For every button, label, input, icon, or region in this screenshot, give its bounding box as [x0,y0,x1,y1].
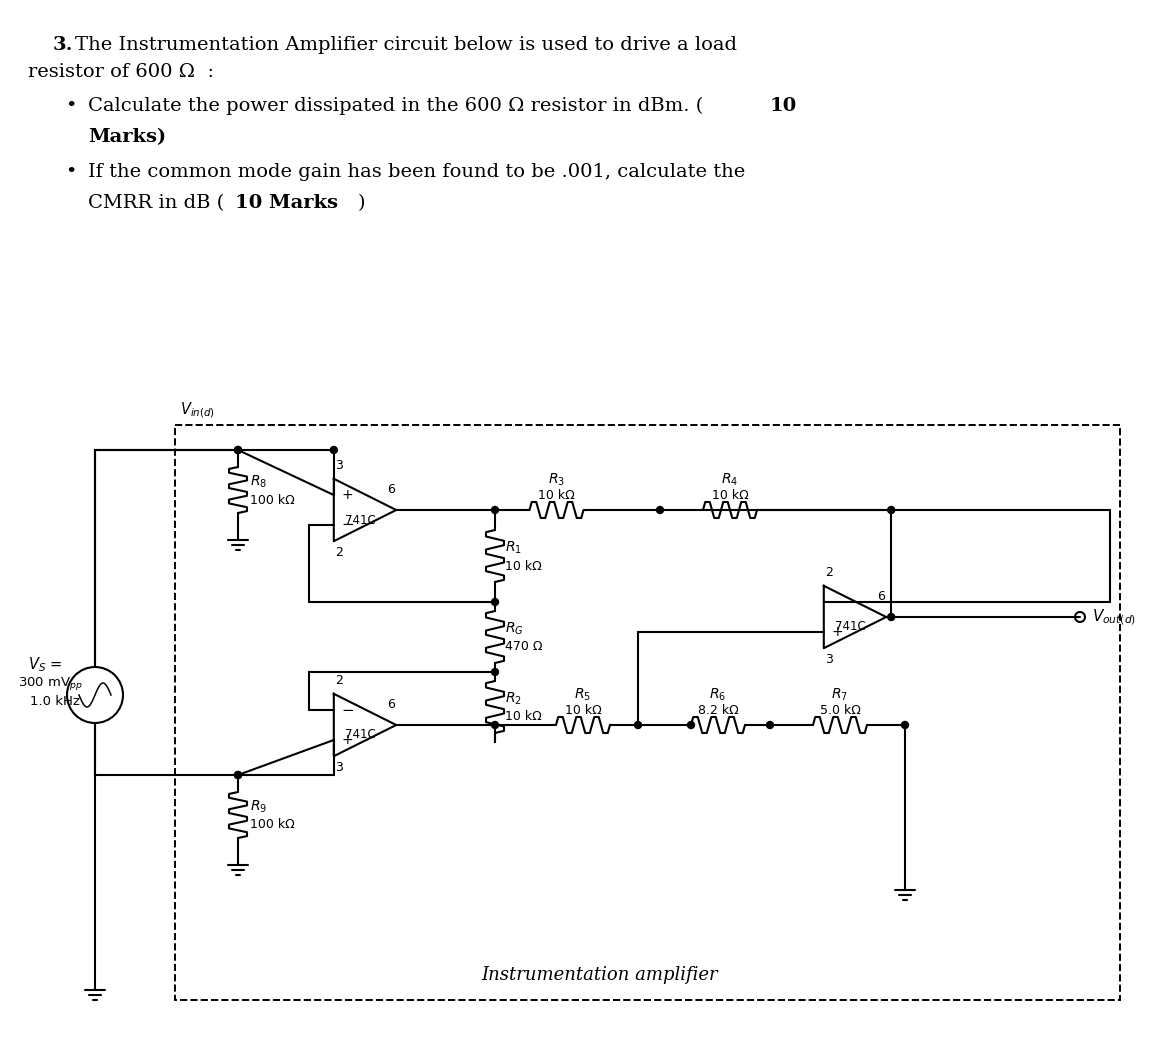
Text: $V_{in(d)}$: $V_{in(d)}$ [180,401,215,420]
Text: ): ) [358,194,365,212]
Text: 10 kΩ: 10 kΩ [565,704,601,717]
Text: 1.0 kHz: 1.0 kHz [30,695,80,708]
Text: $R_1$: $R_1$ [505,540,522,556]
Text: 6: 6 [878,590,886,603]
Circle shape [491,669,498,675]
Text: −: − [342,517,355,533]
Text: 2: 2 [335,674,343,687]
Text: 741C: 741C [834,620,866,633]
Circle shape [491,598,498,606]
Text: 3: 3 [335,762,343,774]
Text: 6: 6 [387,483,395,496]
Circle shape [902,722,908,729]
Text: 10 kΩ: 10 kΩ [538,490,574,502]
Circle shape [888,614,895,620]
Text: 300 mV$_{pp}$: 300 mV$_{pp}$ [18,675,83,692]
Text: Calculate the power dissipated in the 600 Ω resistor in dBm. (: Calculate the power dissipated in the 60… [88,97,703,115]
Circle shape [656,506,663,514]
Circle shape [234,446,241,454]
Text: •: • [66,164,76,181]
Text: 3.: 3. [53,36,74,54]
Text: +: + [832,625,844,639]
Text: Instrumentation amplifier: Instrumentation amplifier [482,966,718,984]
Text: 5.0 kΩ: 5.0 kΩ [819,704,860,717]
Text: $R_6$: $R_6$ [709,687,727,703]
Text: $R_9$: $R_9$ [250,799,267,816]
Text: 741C: 741C [345,729,376,742]
Text: 3: 3 [335,459,343,472]
Polygon shape [824,586,886,648]
Text: The Instrumentation Amplifier circuit below is used to drive a load: The Instrumentation Amplifier circuit be… [75,36,737,54]
Text: If the common mode gain has been found to be .001, calculate the: If the common mode gain has been found t… [88,164,745,181]
Circle shape [491,722,498,729]
Circle shape [330,446,337,454]
Text: 2: 2 [825,565,833,579]
Text: 10 kΩ: 10 kΩ [505,559,542,573]
Text: −: − [342,703,355,717]
Text: $R_2$: $R_2$ [505,691,522,707]
Text: 10: 10 [770,97,797,115]
Text: −: − [832,595,845,610]
Text: 3: 3 [825,653,833,666]
Text: +: + [342,488,353,502]
Text: $R_G$: $R_G$ [505,620,524,637]
Circle shape [234,771,241,779]
Circle shape [491,506,498,514]
Text: $V_S$ =: $V_S$ = [28,655,62,674]
Circle shape [634,722,641,729]
Text: $R_4$: $R_4$ [722,472,738,488]
Text: resistor of 600 Ω  :: resistor of 600 Ω : [28,63,214,81]
Text: Marks): Marks) [88,128,166,146]
Circle shape [234,771,241,779]
Text: 10 kΩ: 10 kΩ [711,490,749,502]
Circle shape [766,722,773,729]
Circle shape [688,722,695,729]
Text: $R_7$: $R_7$ [832,687,848,703]
Text: 8.2 kΩ: 8.2 kΩ [697,704,738,717]
Circle shape [888,506,895,514]
Text: 100 kΩ: 100 kΩ [250,494,295,506]
Text: $R_3$: $R_3$ [548,472,565,488]
Polygon shape [333,479,397,541]
Text: 10 kΩ: 10 kΩ [505,710,542,724]
Text: 470 Ω: 470 Ω [505,640,543,653]
Circle shape [234,446,241,454]
Text: 2: 2 [335,546,343,559]
Text: 741C: 741C [345,514,376,526]
Polygon shape [333,694,397,756]
Text: CMRR in dB (: CMRR in dB ( [88,194,225,212]
Text: 100 kΩ: 100 kΩ [250,819,295,831]
Text: +: + [342,733,353,747]
Text: •: • [66,97,76,115]
Text: $V_{out(d)}$: $V_{out(d)}$ [1092,608,1136,627]
Text: 10 Marks: 10 Marks [235,194,338,212]
Text: $R_5$: $R_5$ [574,687,592,703]
Text: 6: 6 [387,698,395,711]
Text: $R_8$: $R_8$ [250,474,267,491]
